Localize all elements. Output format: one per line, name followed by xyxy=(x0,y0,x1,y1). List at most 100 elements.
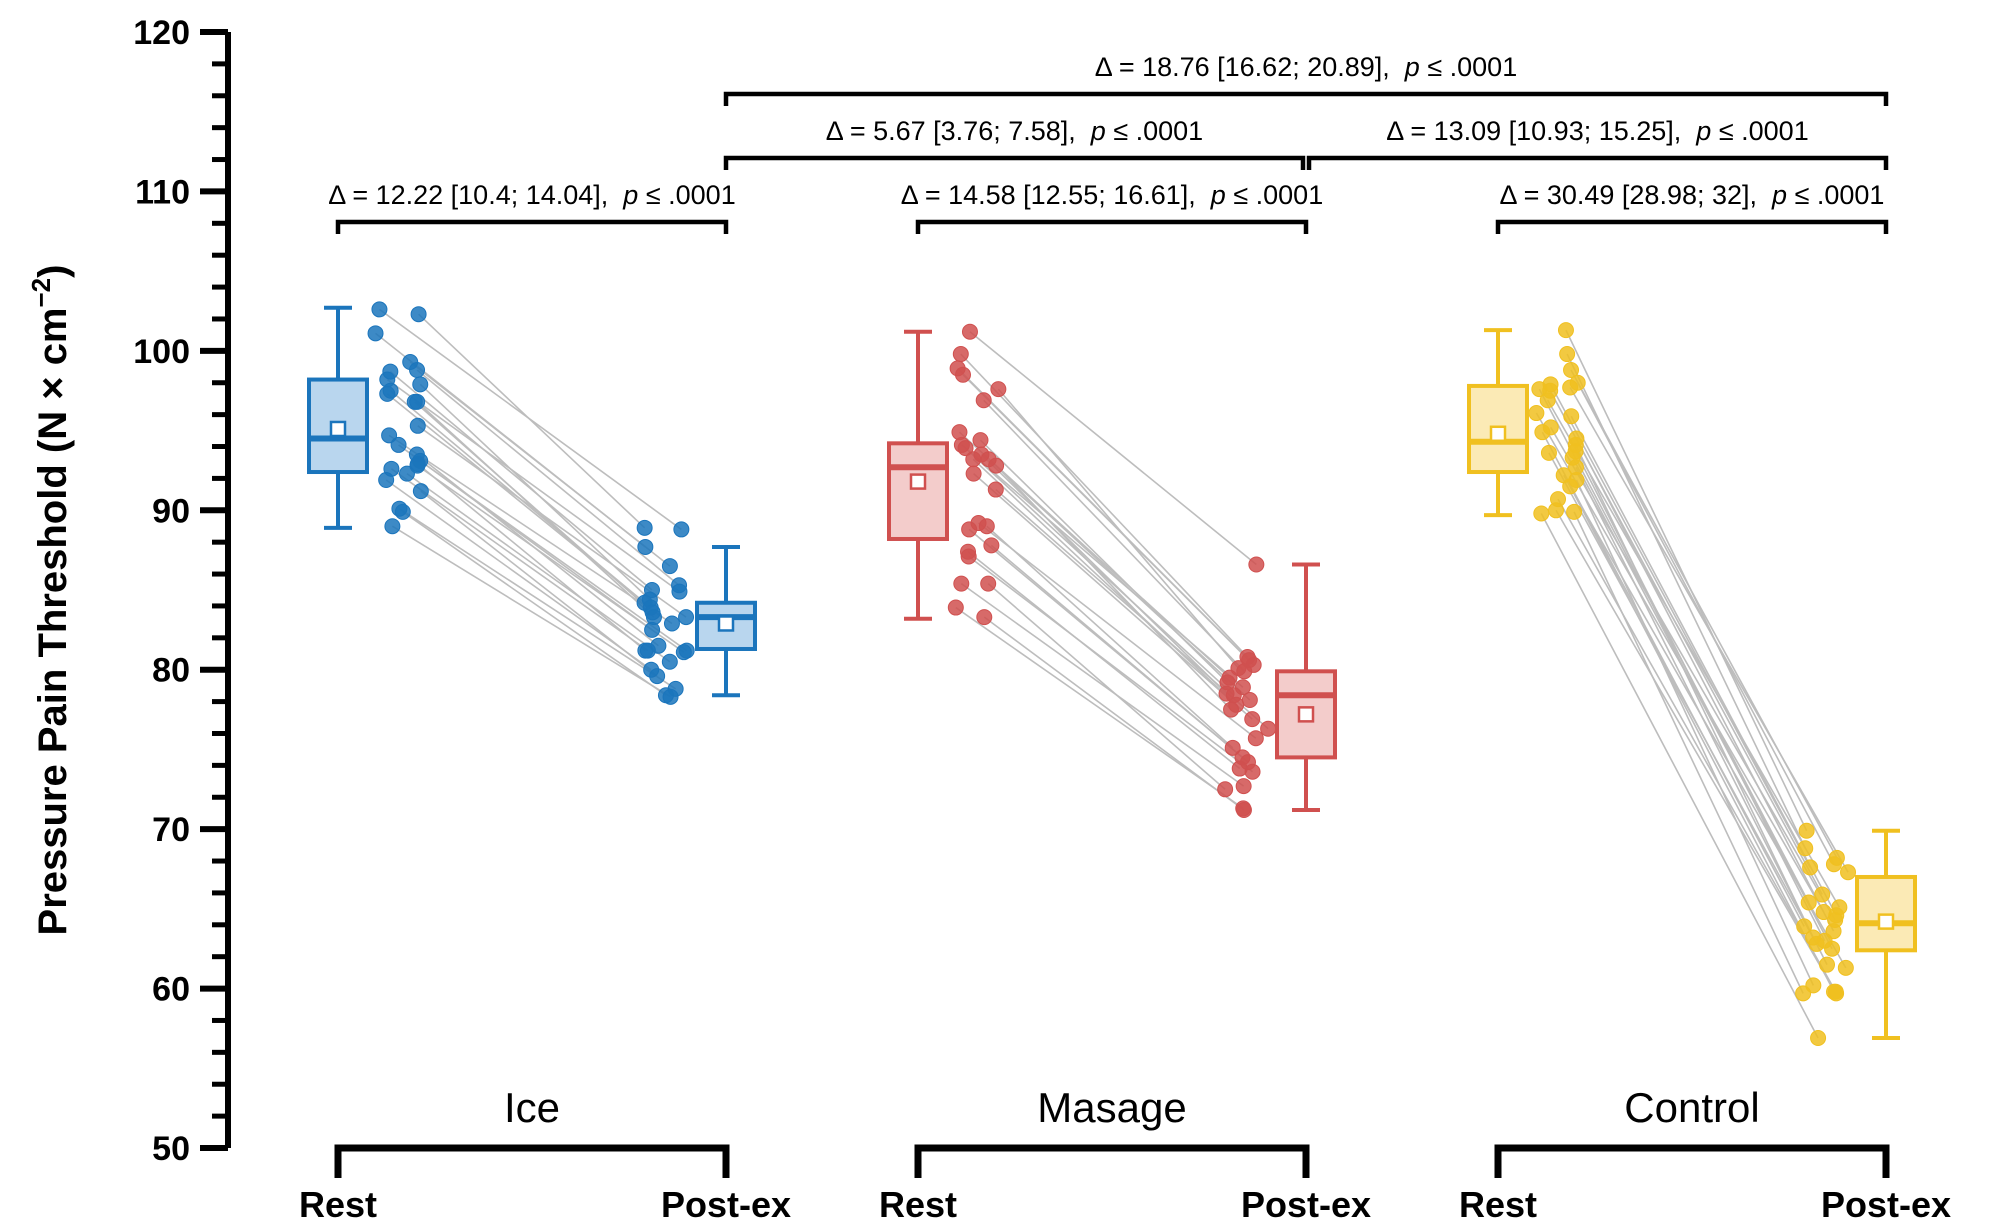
paired-line-ice xyxy=(419,460,688,652)
point-masage-rest xyxy=(975,392,992,409)
annotation-p-value: ≤ .0001 xyxy=(1795,180,1885,210)
boxplot-masage-rest xyxy=(887,329,949,621)
point-ice-post xyxy=(661,653,678,670)
boxplot-ice-rest xyxy=(307,305,369,530)
paired-line-control xyxy=(1570,415,1837,916)
point-masage-rest xyxy=(972,432,989,449)
point-ice-post xyxy=(661,558,678,575)
paired-line-masage xyxy=(961,444,1244,688)
paired-line-masage xyxy=(968,555,1254,773)
paired-line-masage xyxy=(969,331,1257,566)
annotation-1: Δ = 12.22 [10.4; 14.04], p ≤ .0001 xyxy=(328,180,736,234)
mean-marker xyxy=(1489,425,1507,443)
point-control-rest xyxy=(1563,408,1580,425)
annotation-label: Δ = 12.22 [10.4; 14.04], p ≤ .0001 xyxy=(328,180,735,210)
annotation-label: Δ = 14.58 [12.55; 16.61], p ≤ .0001 xyxy=(901,180,1323,210)
mean-marker xyxy=(909,473,927,490)
annotation-bracket xyxy=(915,219,1309,234)
boxplots xyxy=(307,305,1917,1040)
point-control-rest xyxy=(1562,379,1579,396)
condition-label-post-ex: Post-ex xyxy=(661,1184,791,1220)
point-control-post xyxy=(1828,985,1845,1002)
point-ice-post xyxy=(649,668,666,685)
point-ice-post xyxy=(639,642,656,659)
paired-line-ice xyxy=(420,490,658,677)
annotation-delta: Δ = 14.58 [12.55; 16.61], xyxy=(901,180,1211,210)
point-control-post xyxy=(1825,856,1842,873)
y-axis-label-main: Pressure Pain Threshold (N × cm xyxy=(31,307,75,935)
annotation-2: Δ = 14.58 [12.55; 16.61], p ≤ .0001 xyxy=(901,180,1323,234)
point-masage-post xyxy=(1260,720,1277,737)
point-masage-post xyxy=(1247,730,1264,747)
data-points xyxy=(367,301,1857,1046)
point-masage-rest xyxy=(952,346,969,363)
point-masage-rest xyxy=(976,609,993,626)
condition-label-rest: Rest xyxy=(879,1184,957,1220)
y-axis-label-close: ) xyxy=(31,265,75,278)
annotation-p-value: ≤ .0001 xyxy=(1427,52,1517,82)
box-iqr xyxy=(887,441,949,541)
point-control-rest xyxy=(1548,502,1565,519)
group-bracket-control xyxy=(1494,1144,1890,1178)
paired-line-masage xyxy=(988,458,1251,701)
point-ice-post xyxy=(636,519,653,536)
point-control-post xyxy=(1808,935,1825,952)
paired-line-control xyxy=(1549,383,1811,868)
annotation-p-symbol: p xyxy=(1210,180,1234,210)
paired-line-control xyxy=(1548,452,1818,945)
y-tick-label-120: 120 xyxy=(133,14,190,52)
paired-line-masage xyxy=(987,583,1226,790)
point-ice-rest xyxy=(379,385,396,402)
point-masage-rest xyxy=(965,465,982,482)
paired-line-ice xyxy=(388,434,673,625)
annotation-p-value: ≤ .0001 xyxy=(1113,116,1203,146)
paired-line-masage xyxy=(980,453,1228,695)
box-iqr xyxy=(695,600,757,651)
y-tick-label-100: 100 xyxy=(133,333,190,371)
group-label-ice: Ice xyxy=(504,1084,560,1131)
paired-line-ice xyxy=(391,525,671,698)
point-masage-rest xyxy=(965,451,982,468)
annotation-delta: Δ = 18.76 [16.62; 20.89], xyxy=(1095,52,1405,82)
paired-line-masage xyxy=(962,374,1255,666)
paired-line-masage xyxy=(995,465,1232,711)
point-control-rest xyxy=(1540,444,1557,461)
point-ice-rest xyxy=(367,325,384,342)
paired-line-control xyxy=(1575,444,1814,938)
point-control-rest xyxy=(1539,392,1556,409)
point-ice-rest xyxy=(390,436,407,453)
point-masage-post xyxy=(1244,711,1261,728)
group-bracket-ice xyxy=(334,1144,730,1178)
point-ice-post xyxy=(673,521,690,538)
point-control-post xyxy=(1796,918,1813,935)
point-masage-post xyxy=(1236,663,1253,680)
paired-line-ice xyxy=(390,468,649,652)
point-masage-rest xyxy=(953,575,970,592)
paired-line-ice xyxy=(417,425,687,618)
point-control-post xyxy=(1824,940,1841,957)
condition-label-post-ex: Post-ex xyxy=(1241,1184,1371,1220)
point-masage-rest xyxy=(978,518,995,535)
point-ice-post xyxy=(644,621,661,638)
y-tick-label-90: 90 xyxy=(152,492,190,530)
condition-label-rest: Rest xyxy=(1459,1184,1537,1220)
point-ice-post xyxy=(671,583,688,600)
point-masage-post xyxy=(1218,685,1235,702)
boxplot-control-rest xyxy=(1467,328,1529,518)
annotation-bracket xyxy=(335,219,729,234)
y-tick-label-70: 70 xyxy=(152,811,190,849)
point-ice-rest xyxy=(378,471,395,488)
annotation-bracket xyxy=(723,155,1306,170)
point-control-rest xyxy=(1533,505,1550,522)
point-masage-rest xyxy=(983,537,1000,554)
point-masage-post xyxy=(1241,692,1258,709)
annotation-p-symbol: p xyxy=(622,180,646,210)
point-masage-rest xyxy=(955,366,972,383)
annotation-p-symbol: p xyxy=(1090,116,1114,146)
paired-line-masage xyxy=(983,399,1245,672)
point-ice-rest xyxy=(409,393,426,410)
point-control-post xyxy=(1802,859,1819,876)
point-masage-rest xyxy=(957,440,974,457)
point-ice-rest xyxy=(410,306,427,323)
annotation-label: Δ = 5.67 [3.76; 7.58], p ≤ .0001 xyxy=(826,116,1203,146)
